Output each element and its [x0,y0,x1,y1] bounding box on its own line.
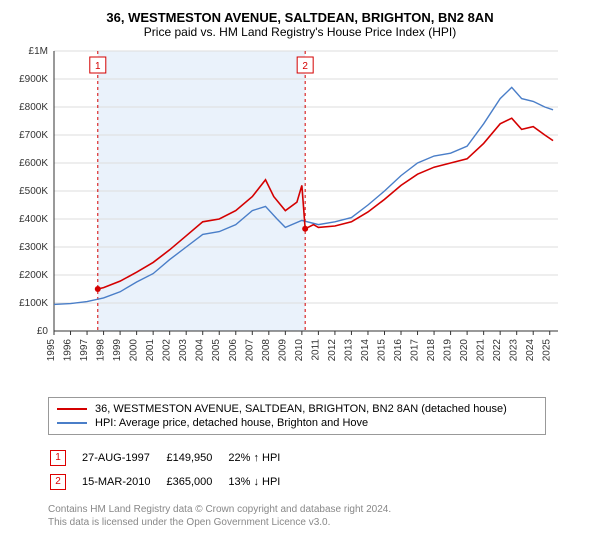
svg-text:2008: 2008 [261,339,272,362]
svg-text:2: 2 [302,61,308,72]
footer-attribution: Contains HM Land Registry data © Crown c… [48,503,590,529]
svg-text:£700K: £700K [19,130,48,141]
chart-title-block: 36, WESTMESTON AVENUE, SALTDEAN, BRIGHTO… [10,10,590,39]
svg-text:£200K: £200K [19,270,48,281]
legend: 36, WESTMESTON AVENUE, SALTDEAN, BRIGHTO… [48,397,546,435]
svg-text:2025: 2025 [542,339,553,362]
table-row: 2 15-MAR-2010 £365,000 13% ↓ HPI [50,471,294,493]
svg-text:2017: 2017 [410,339,421,362]
svg-text:2022: 2022 [492,339,503,362]
svg-text:£500K: £500K [19,186,48,197]
svg-text:2020: 2020 [459,339,470,362]
svg-text:1997: 1997 [79,339,90,362]
chart-title-sub: Price paid vs. HM Land Registry's House … [10,25,590,39]
legend-row-property: 36, WESTMESTON AVENUE, SALTDEAN, BRIGHTO… [57,402,537,416]
svg-text:1999: 1999 [112,339,123,362]
legend-row-hpi: HPI: Average price, detached house, Brig… [57,416,537,430]
transaction-price: £365,000 [166,471,226,493]
svg-text:£100K: £100K [19,298,48,309]
svg-text:£900K: £900K [19,74,48,85]
table-row: 1 27-AUG-1997 £149,950 22% ↑ HPI [50,447,294,469]
svg-text:£600K: £600K [19,158,48,169]
svg-text:2001: 2001 [145,339,156,362]
svg-text:2014: 2014 [360,339,371,362]
svg-text:2007: 2007 [244,339,255,362]
svg-text:£1M: £1M [29,47,48,57]
marker-badge: 1 [50,450,66,466]
transaction-table: 1 27-AUG-1997 £149,950 22% ↑ HPI 2 15-MA… [48,445,296,495]
svg-text:2016: 2016 [393,339,404,362]
footer-line1: Contains HM Land Registry data © Crown c… [48,503,590,516]
transaction-delta: 22% ↑ HPI [228,447,294,469]
svg-text:£300K: £300K [19,242,48,253]
svg-text:2018: 2018 [426,339,437,362]
svg-text:£400K: £400K [19,214,48,225]
legend-swatch-hpi [57,422,87,424]
svg-text:2010: 2010 [294,339,305,362]
svg-text:£800K: £800K [19,102,48,113]
chart-title-main: 36, WESTMESTON AVENUE, SALTDEAN, BRIGHTO… [10,10,590,25]
svg-text:2015: 2015 [376,339,387,362]
svg-text:2019: 2019 [443,339,454,362]
transaction-delta: 13% ↓ HPI [228,471,294,493]
svg-text:2009: 2009 [277,339,288,362]
marker-badge: 2 [50,474,66,490]
legend-label-hpi: HPI: Average price, detached house, Brig… [95,417,368,429]
svg-text:2023: 2023 [509,339,520,362]
svg-text:2024: 2024 [525,339,536,362]
svg-text:2000: 2000 [129,339,140,362]
transaction-date: 15-MAR-2010 [82,471,164,493]
legend-swatch-property [57,408,87,410]
svg-text:2006: 2006 [228,339,239,362]
svg-text:2011: 2011 [310,339,321,361]
svg-text:2021: 2021 [476,339,487,362]
svg-text:1995: 1995 [46,339,57,362]
svg-text:2012: 2012 [327,339,338,362]
svg-text:2002: 2002 [162,339,173,362]
footer-line2: This data is licensed under the Open Gov… [48,516,590,529]
svg-text:2003: 2003 [178,339,189,362]
svg-text:1996: 1996 [63,339,74,362]
chart-area: £0 £100K £200K £300K £400K £500K £600K £700K £80… [10,47,590,391]
line-chart-svg: £0 £100K £200K £300K £400K £500K £600K £700K £80… [10,47,562,391]
svg-text:2013: 2013 [343,339,354,362]
svg-text:£0: £0 [37,326,49,337]
svg-text:1998: 1998 [96,339,107,362]
legend-label-property: 36, WESTMESTON AVENUE, SALTDEAN, BRIGHTO… [95,403,507,415]
svg-text:2005: 2005 [211,339,222,362]
svg-text:2004: 2004 [195,339,206,362]
transaction-price: £149,950 [166,447,226,469]
svg-text:1: 1 [95,61,101,72]
transaction-date: 27-AUG-1997 [82,447,164,469]
